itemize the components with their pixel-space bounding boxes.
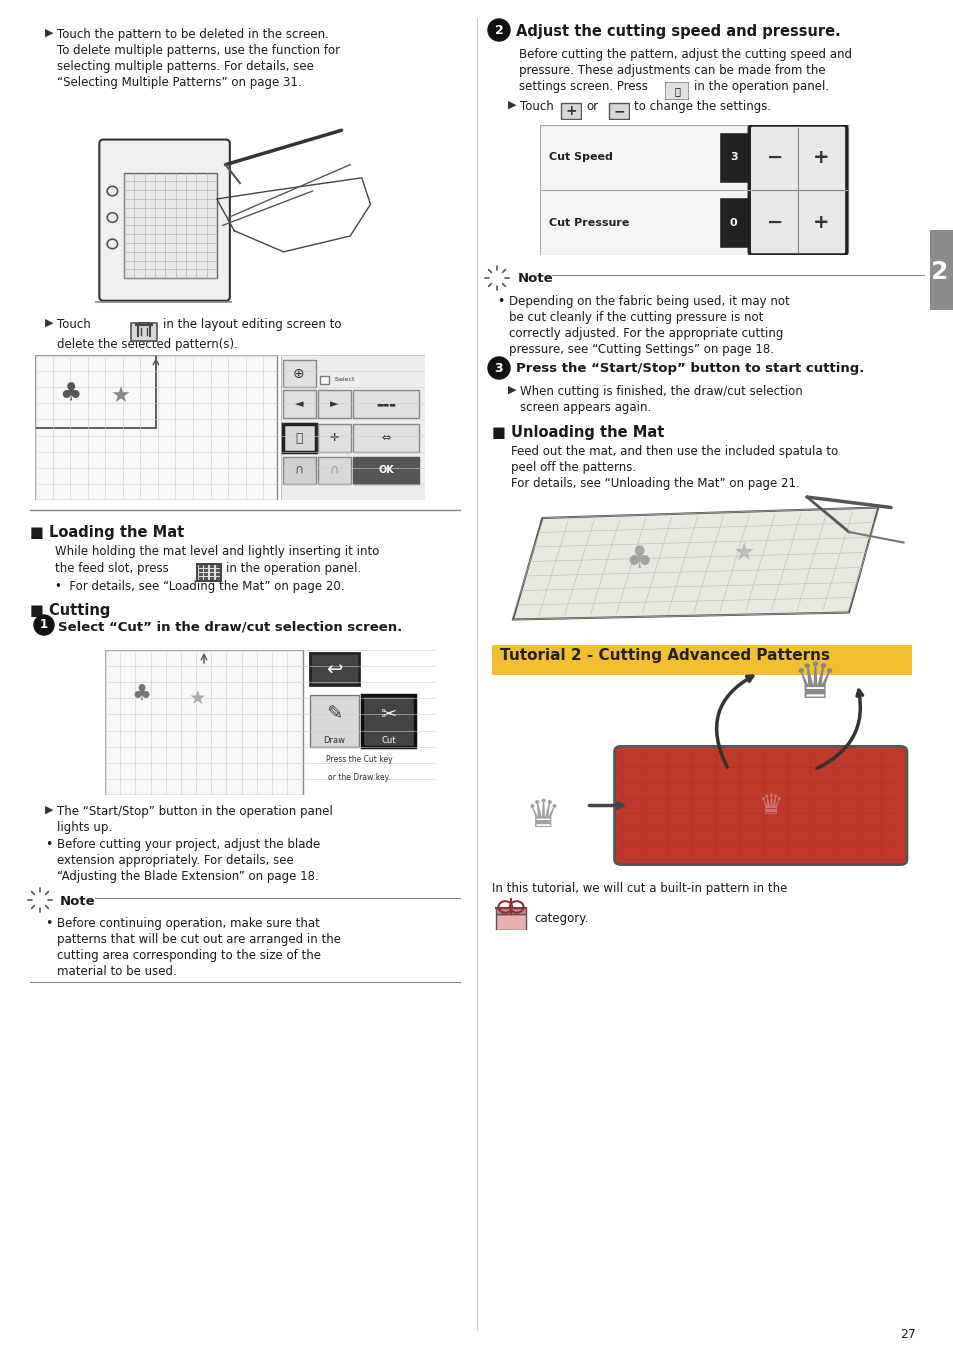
Text: pressure, see “Cutting Settings” on page 18.: pressure, see “Cutting Settings” on page… — [509, 342, 773, 356]
Text: ▶: ▶ — [45, 28, 53, 38]
Text: 2: 2 — [930, 260, 947, 284]
Text: Touch: Touch — [519, 100, 553, 113]
Text: Before cutting your project, adjust the blade: Before cutting your project, adjust the … — [57, 838, 320, 851]
Text: Note: Note — [517, 272, 553, 284]
Text: selecting multiple patterns. For details, see: selecting multiple patterns. For details… — [57, 61, 314, 73]
Circle shape — [490, 272, 503, 284]
Bar — [929, 231, 953, 310]
Text: ■ Cutting: ■ Cutting — [30, 603, 111, 617]
Text: 27: 27 — [900, 1328, 915, 1341]
Text: Press the “Start/Stop” button to start cutting.: Press the “Start/Stop” button to start c… — [516, 363, 863, 375]
Text: While holding the mat level and lightly inserting it into: While holding the mat level and lightly … — [55, 545, 379, 558]
Text: ▶: ▶ — [45, 318, 53, 328]
Text: •  For details, see “Loading the Mat” on page 20.: • For details, see “Loading the Mat” on … — [55, 580, 344, 593]
Circle shape — [488, 357, 510, 379]
Text: screen appears again.: screen appears again. — [519, 400, 651, 414]
Text: cutting area corresponding to the size of the: cutting area corresponding to the size o… — [57, 949, 320, 962]
Text: When cutting is finished, the draw/cut selection: When cutting is finished, the draw/cut s… — [519, 386, 801, 398]
Text: 3: 3 — [495, 361, 503, 375]
Bar — [492, 644, 911, 675]
Text: To delete multiple patterns, use the function for: To delete multiple patterns, use the fun… — [57, 44, 340, 57]
Text: ■ Loading the Mat: ■ Loading the Mat — [30, 524, 184, 541]
Text: to change the settings.: to change the settings. — [634, 100, 770, 113]
Text: Before continuing operation, make sure that: Before continuing operation, make sure t… — [57, 917, 319, 930]
Text: The “Start/Stop” button in the operation panel: The “Start/Stop” button in the operation… — [57, 805, 333, 818]
Text: •: • — [45, 838, 52, 851]
Text: In this tutorial, we will cut a built-in pattern in the: In this tutorial, we will cut a built-in… — [492, 882, 786, 895]
Text: 2: 2 — [494, 23, 503, 36]
Text: •: • — [45, 917, 52, 930]
Text: in the operation panel.: in the operation panel. — [226, 562, 361, 576]
Text: correctly adjusted. For the appropriate cutting: correctly adjusted. For the appropriate … — [509, 328, 782, 340]
Text: material to be used.: material to be used. — [57, 965, 176, 979]
Text: Select “Cut” in the draw/cut selection screen.: Select “Cut” in the draw/cut selection s… — [58, 621, 402, 634]
Text: extension appropriately. For details, see: extension appropriately. For details, se… — [57, 855, 294, 867]
Text: For details, see “Unloading the Mat” on page 21.: For details, see “Unloading the Mat” on … — [511, 477, 799, 491]
Text: delete the selected pattern(s).: delete the selected pattern(s). — [57, 338, 237, 350]
Text: patterns that will be cut out are arranged in the: patterns that will be cut out are arrang… — [57, 933, 340, 946]
Text: 1: 1 — [40, 619, 48, 631]
Text: Feed out the mat, and then use the included spatula to: Feed out the mat, and then use the inclu… — [511, 445, 838, 458]
Text: ▶: ▶ — [507, 386, 516, 395]
Text: pressure. These adjustments can be made from the: pressure. These adjustments can be made … — [518, 63, 824, 77]
Text: Depending on the fabric being used, it may not: Depending on the fabric being used, it m… — [509, 295, 789, 307]
Text: peel off the patterns.: peel off the patterns. — [511, 461, 636, 474]
Text: in the layout editing screen to: in the layout editing screen to — [163, 318, 341, 332]
Text: Touch the pattern to be deleted in the screen.: Touch the pattern to be deleted in the s… — [57, 28, 329, 40]
Text: the feed slot, press: the feed slot, press — [55, 562, 169, 576]
Text: be cut cleanly if the cutting pressure is not: be cut cleanly if the cutting pressure i… — [509, 311, 762, 324]
Text: ▶: ▶ — [507, 100, 516, 111]
Circle shape — [33, 894, 47, 906]
Text: Tutorial 2 - Cutting Advanced Patterns: Tutorial 2 - Cutting Advanced Patterns — [499, 648, 829, 663]
Text: Touch: Touch — [57, 318, 91, 332]
Circle shape — [488, 19, 510, 40]
Text: “Adjusting the Blade Extension” on page 18.: “Adjusting the Blade Extension” on page … — [57, 869, 318, 883]
Text: category.: category. — [534, 913, 588, 925]
Text: “Selecting Multiple Patterns” on page 31.: “Selecting Multiple Patterns” on page 31… — [57, 75, 301, 89]
Text: settings screen. Press: settings screen. Press — [518, 80, 647, 93]
Text: ▶: ▶ — [45, 805, 53, 816]
Text: lights up.: lights up. — [57, 821, 112, 834]
Text: Note: Note — [60, 895, 95, 909]
Text: Before cutting the pattern, adjust the cutting speed and: Before cutting the pattern, adjust the c… — [518, 49, 851, 61]
Text: in the operation panel.: in the operation panel. — [693, 80, 828, 93]
Text: ■ Unloading the Mat: ■ Unloading the Mat — [492, 425, 663, 439]
Text: or: or — [585, 100, 598, 113]
Circle shape — [34, 615, 54, 635]
Text: Adjust the cutting speed and pressure.: Adjust the cutting speed and pressure. — [516, 24, 840, 39]
Text: •: • — [497, 295, 504, 307]
